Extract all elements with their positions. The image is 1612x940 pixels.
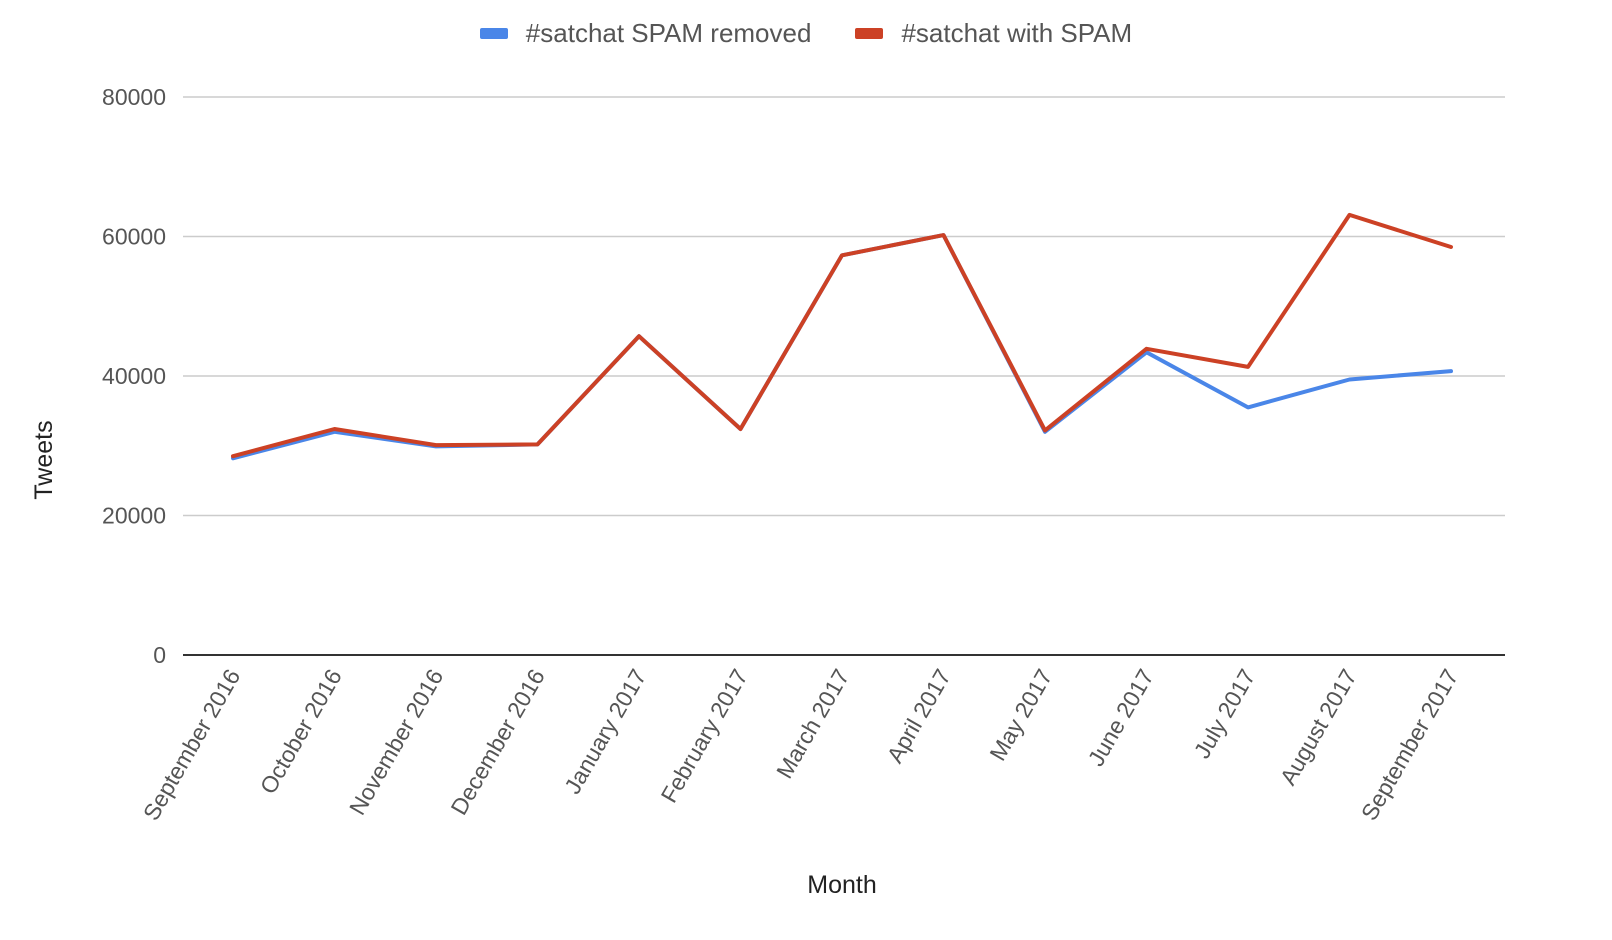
x-tick-label: July 2017 — [1189, 665, 1261, 763]
legend-item-with-spam[interactable]: #satchat with SPAM — [855, 18, 1132, 49]
series-line-spam-removed — [231, 233, 1453, 461]
series-lines — [231, 212, 1453, 461]
legend-label-with-spam: #satchat with SPAM — [901, 18, 1133, 48]
x-tick-label: February 2017 — [656, 665, 753, 808]
x-tick-label: May 2017 — [984, 665, 1057, 765]
y-tick-label: 80000 — [102, 84, 166, 110]
legend-swatch-spam-removed — [479, 28, 508, 39]
y-tick-label: 40000 — [102, 363, 166, 389]
x-tick-label: September 2017 — [1356, 665, 1464, 825]
x-tick-label: December 2016 — [445, 665, 549, 820]
series-line-with-spam — [231, 212, 1453, 459]
y-axis-title: Tweets — [30, 420, 58, 499]
y-axis-ticks: 0 20000 40000 60000 80000 — [102, 84, 166, 668]
y-tick-label: 0 — [153, 642, 166, 668]
x-tick-label: September 2016 — [138, 665, 246, 825]
x-tick-label: April 2017 — [882, 665, 956, 768]
legend: #satchat SPAM removed #satchat with SPAM — [0, 18, 1612, 49]
x-tick-label: June 2017 — [1083, 665, 1159, 771]
x-tick-label: October 2016 — [255, 665, 347, 799]
y-tick-label: 20000 — [102, 503, 166, 529]
x-tick-label: March 2017 — [771, 665, 854, 783]
legend-label-spam-removed: #satchat SPAM removed — [525, 18, 812, 48]
gridlines — [183, 96, 1505, 656]
x-axis-title: Month — [807, 871, 876, 899]
legend-swatch-with-spam — [855, 28, 884, 39]
x-tick-label: January 2017 — [559, 665, 651, 799]
y-tick-label: 60000 — [102, 224, 166, 250]
legend-item-spam-removed[interactable]: #satchat SPAM removed — [479, 18, 812, 49]
x-tick-label: November 2016 — [344, 665, 448, 820]
x-tick-label: August 2017 — [1275, 665, 1362, 790]
